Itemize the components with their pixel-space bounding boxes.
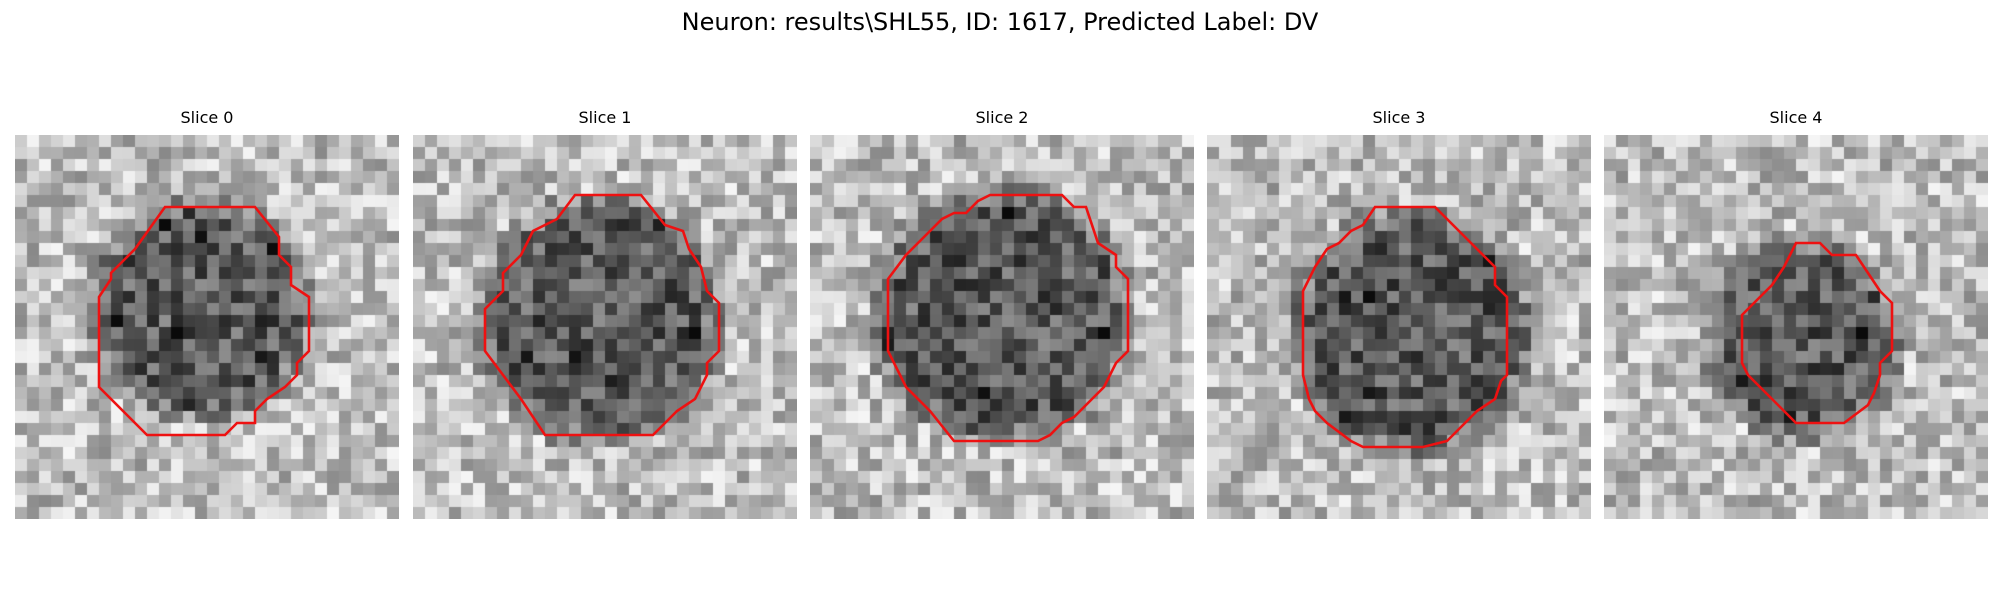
outline-polygon: [97, 205, 311, 437]
slice-image: [413, 135, 797, 519]
outline-polygon: [1301, 205, 1509, 449]
slice-image: [810, 135, 1194, 519]
segmentation-outline: [1740, 241, 1894, 425]
slice-image: [1604, 135, 1988, 519]
slice-image: [15, 135, 399, 519]
outline-polygon: [483, 193, 721, 437]
segmentation-outline: [97, 205, 311, 437]
outline-polygon: [886, 193, 1130, 443]
segmentation-outline: [1301, 205, 1509, 449]
slice-title: Slice 4: [1769, 108, 1823, 127]
slice-title: Slice 1: [578, 108, 632, 127]
slice-title: Slice 3: [1372, 108, 1426, 127]
slice-title: Slice 2: [975, 108, 1029, 127]
segmentation-outline: [483, 193, 721, 437]
segmentation-outline: [886, 193, 1130, 443]
slice-image: [1207, 135, 1591, 519]
figure-title: Neuron: results\SHL55, ID: 1617, Predict…: [681, 8, 1319, 36]
slice-title: Slice 0: [180, 108, 234, 127]
outline-polygon: [1740, 241, 1894, 425]
